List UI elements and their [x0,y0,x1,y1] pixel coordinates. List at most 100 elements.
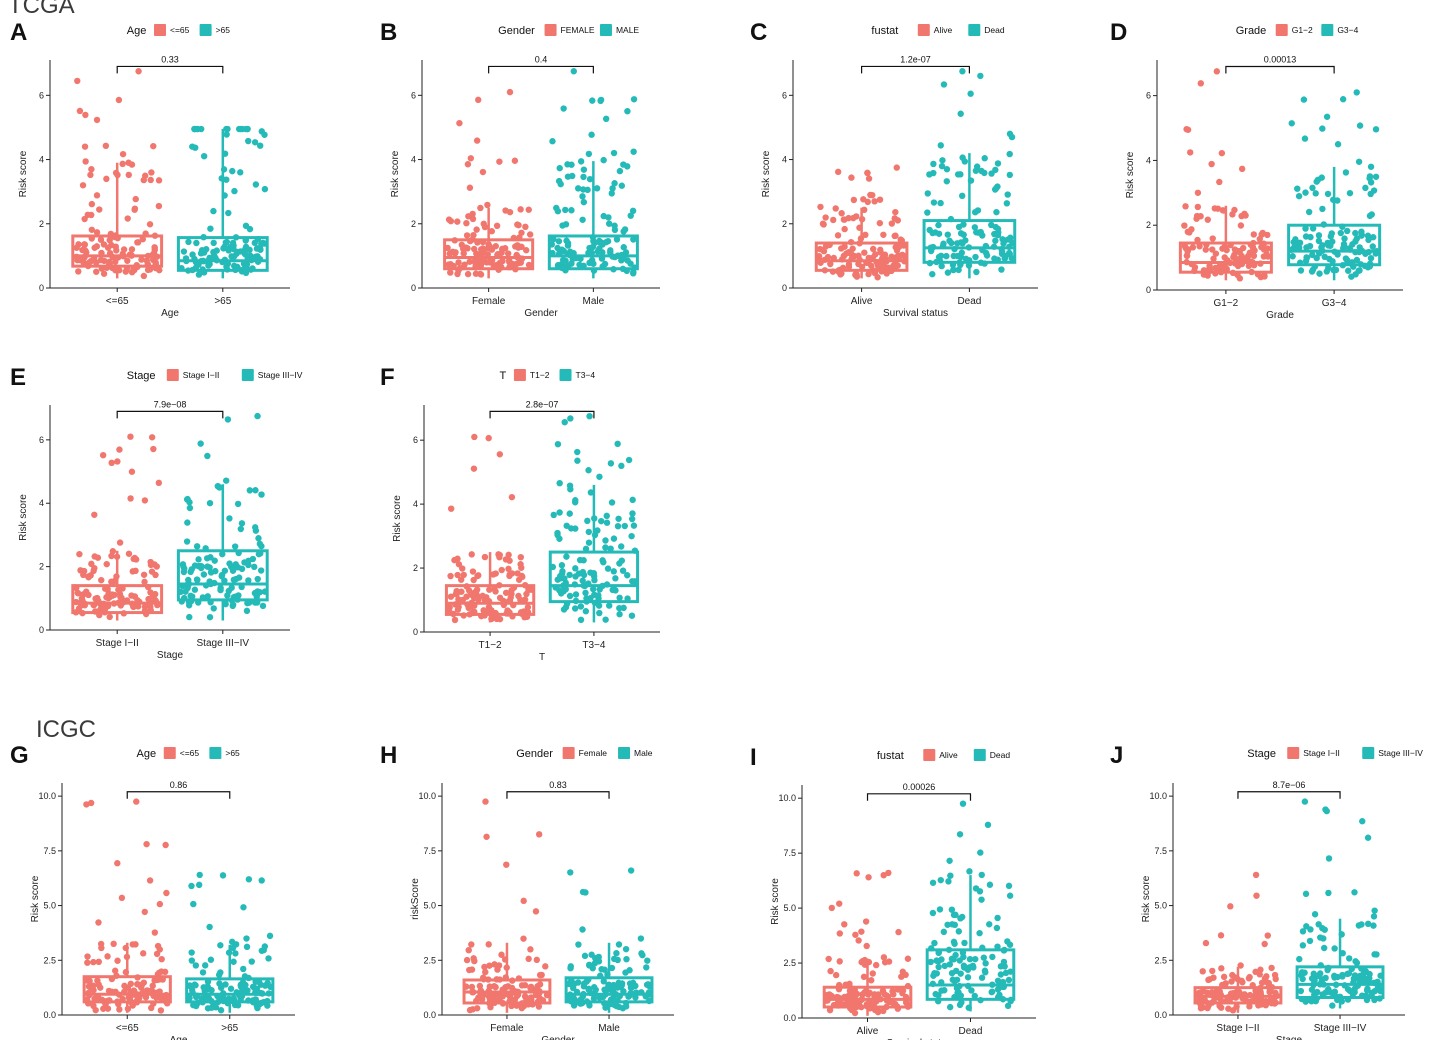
x-tick-label: Alive [857,1026,879,1037]
data-point [1239,979,1246,986]
data-point [71,584,79,591]
significance-bracket [866,793,972,801]
data-point [149,982,156,989]
data-point [1308,986,1316,993]
data-point [615,941,623,948]
data-point [121,982,128,990]
data-point [199,969,207,976]
data-point [513,1002,520,1009]
data-point [243,607,251,615]
data-point [607,249,614,256]
data-point [230,995,237,1002]
data-point [132,941,139,948]
data-point [508,1002,515,1010]
data-point [1197,80,1205,87]
data-point [834,1002,842,1009]
data-point [246,225,254,233]
data-point [138,981,146,988]
data-point [1312,190,1319,197]
data-point [235,574,243,581]
significance-bracket [1225,65,1335,74]
data-point [1312,997,1319,1005]
data-point [114,860,121,867]
data-point [598,255,606,262]
x-tick-label: G1−2 [1214,298,1239,309]
data-point [972,253,979,261]
data-point [819,220,827,227]
y-tick-label: 4 [39,155,44,165]
data-point [621,226,629,233]
data-point [514,260,521,267]
y-tick-label: 0 [411,283,416,293]
data-point [88,235,95,242]
data-point [1344,970,1351,978]
data-point [935,230,943,237]
data-point [492,983,499,991]
legend-key-swatch [166,369,179,381]
data-point [601,999,608,1007]
data-point [265,990,273,997]
data-point [153,563,160,570]
data-point [1260,240,1268,247]
significance-bracket [116,410,224,419]
data-point [567,415,574,422]
data-point [254,253,261,260]
data-point [582,589,589,597]
data-point [463,219,470,227]
data-point [1367,179,1375,186]
data-point [447,572,454,580]
legend-item-label: Male [634,748,653,758]
data-point [602,115,610,123]
data-point [260,946,267,954]
data-point [128,592,135,599]
data-point [590,984,598,991]
data-point [243,943,251,951]
panel-label: D [1110,19,1127,46]
data-point [1373,951,1380,958]
data-point [581,952,589,960]
data-point [184,519,191,526]
data-point [944,269,952,276]
data-point [964,974,972,981]
data-point [93,268,100,275]
data-point [477,271,485,278]
data-point [232,563,239,571]
data-point [242,237,249,244]
data-point [259,239,267,247]
legend-item-label: Dead [990,750,1011,760]
data-point [1302,225,1309,232]
data-point [508,493,516,501]
data-point [1317,970,1324,977]
data-point [1248,268,1255,276]
data-point [516,234,523,241]
data-point [1298,972,1305,979]
data-point [560,582,567,589]
data-point [587,489,595,496]
data-point [822,243,830,250]
data-point [853,997,861,1004]
data-point [620,604,627,612]
data-point [1229,211,1236,218]
data-point [600,156,607,164]
data-point [100,241,108,248]
data-point [204,978,212,985]
data-point [944,231,951,238]
data-point [978,871,985,879]
legend-key-swatch [241,369,254,381]
data-point [245,561,252,569]
data-point [827,260,834,268]
y-tick-label: 6 [413,435,418,445]
data-point [836,958,843,965]
data-point [131,554,138,562]
data-point [98,265,106,272]
x-axis-label: Grade [1266,310,1294,321]
data-point [217,942,224,949]
data-point [135,68,142,75]
data-point [1227,241,1234,249]
data-point [258,542,265,550]
data-point [614,956,621,964]
y-tick-label: 0.0 [783,1013,796,1023]
data-point [580,173,587,181]
data-point [112,243,119,250]
